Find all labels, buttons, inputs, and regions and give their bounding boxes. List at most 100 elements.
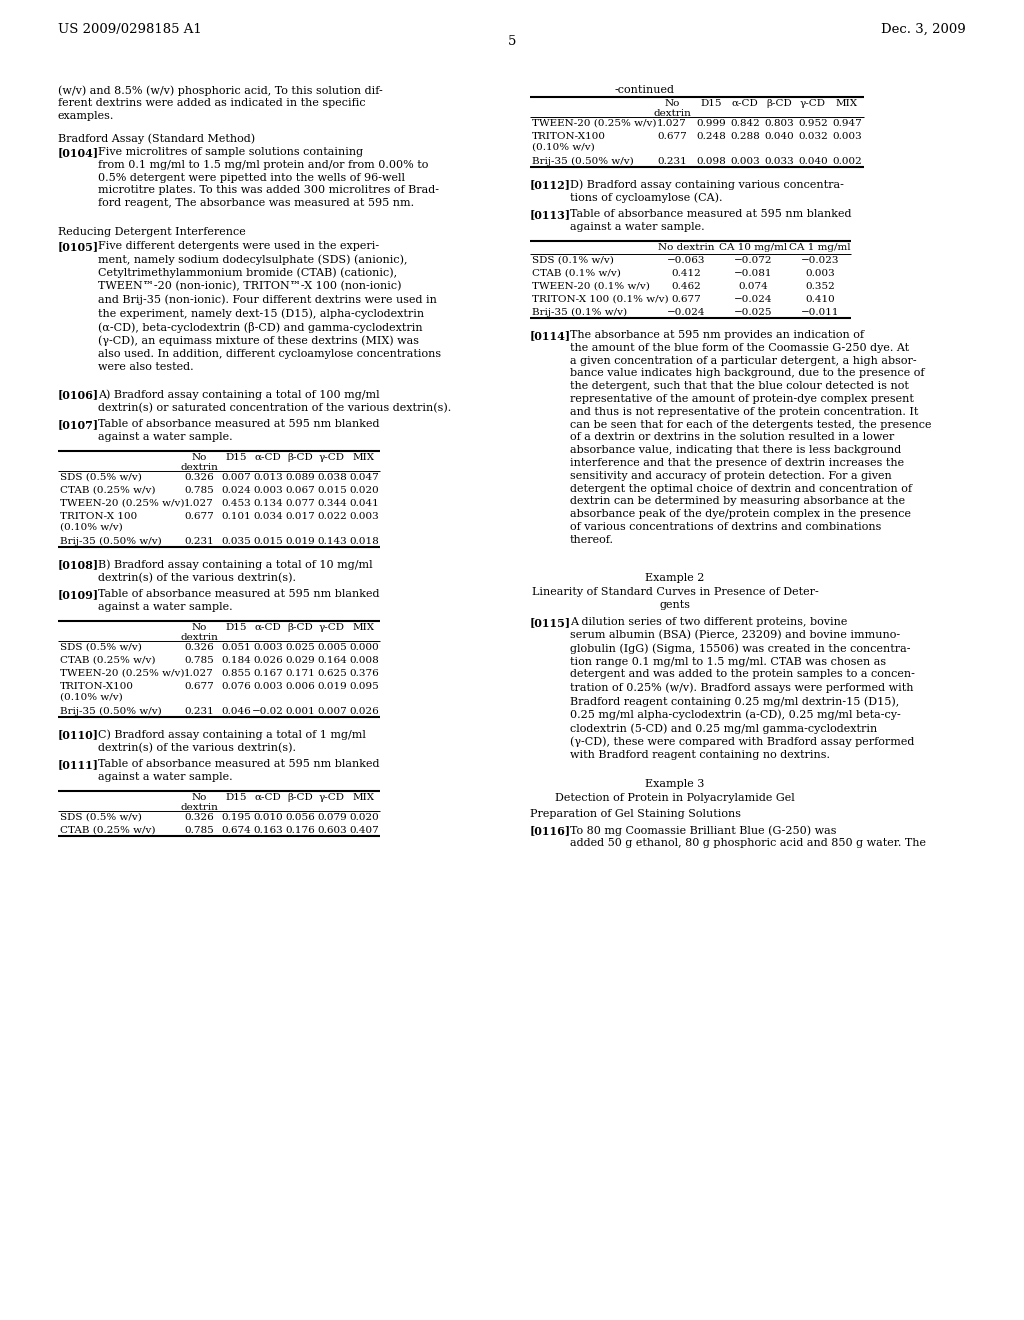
Text: 0.999: 0.999 [696, 119, 726, 128]
Text: α-CD: α-CD [255, 623, 282, 632]
Text: [0116]: [0116] [530, 825, 571, 836]
Text: 0.000: 0.000 [349, 643, 379, 652]
Text: 0.046: 0.046 [221, 708, 251, 715]
Text: 5: 5 [508, 36, 516, 48]
Text: [0113]: [0113] [530, 209, 571, 220]
Text: 0.006: 0.006 [285, 682, 314, 690]
Text: 0.326: 0.326 [184, 813, 214, 822]
Text: 0.625: 0.625 [317, 669, 347, 678]
Text: 0.855: 0.855 [221, 669, 251, 678]
Text: CA 1 mg/ml: CA 1 mg/ml [790, 243, 851, 252]
Text: Table of absorbance measured at 595 nm blanked
against a water sample.: Table of absorbance measured at 595 nm b… [98, 589, 380, 611]
Text: 0.231: 0.231 [657, 157, 687, 166]
Text: 0.785: 0.785 [184, 486, 214, 495]
Text: 0.134: 0.134 [253, 499, 283, 508]
Text: 0.003: 0.003 [349, 512, 379, 521]
Text: 0.076: 0.076 [221, 682, 251, 690]
Text: (w/v) and 8.5% (w/v) phosphoric acid, To this solution dif-
ferent dextrins were: (w/v) and 8.5% (w/v) phosphoric acid, To… [58, 84, 383, 121]
Text: [0105]: [0105] [58, 242, 99, 252]
Text: 0.003: 0.003 [253, 643, 283, 652]
Text: Dec. 3, 2009: Dec. 3, 2009 [882, 22, 966, 36]
Text: 0.002: 0.002 [833, 157, 862, 166]
Text: B) Bradford assay containing a total of 10 mg/ml
dextrin(s) of the various dextr: B) Bradford assay containing a total of … [98, 558, 373, 583]
Text: 0.067: 0.067 [285, 486, 314, 495]
Text: Preparation of Gel Staining Solutions: Preparation of Gel Staining Solutions [530, 809, 741, 818]
Text: MIX: MIX [353, 623, 375, 632]
Text: 0.677: 0.677 [657, 132, 687, 141]
Text: 0.288: 0.288 [730, 132, 760, 141]
Text: 0.019: 0.019 [285, 537, 314, 546]
Text: Reducing Detergent Interference: Reducing Detergent Interference [58, 227, 246, 238]
Text: Table of absorbance measured at 595 nm blanked
against a water sample.: Table of absorbance measured at 595 nm b… [570, 209, 852, 232]
Text: 0.015: 0.015 [253, 537, 283, 546]
Text: 0.462: 0.462 [671, 282, 700, 290]
Text: CA 10 mg/ml: CA 10 mg/ml [719, 243, 787, 252]
Text: No
dextrin: No dextrin [180, 623, 218, 643]
Text: TRITON-X 100 (0.1% w/v): TRITON-X 100 (0.1% w/v) [532, 294, 669, 304]
Text: 0.785: 0.785 [184, 656, 214, 665]
Text: [0106]: [0106] [58, 389, 99, 400]
Text: [0110]: [0110] [58, 729, 99, 741]
Text: Example 2: Example 2 [645, 573, 705, 583]
Text: 0.231: 0.231 [184, 708, 214, 715]
Text: To 80 mg Coomassie Brilliant Blue (G-250) was
added 50 g ethanol, 80 g phosphori: To 80 mg Coomassie Brilliant Blue (G-250… [570, 825, 926, 849]
Text: 0.033: 0.033 [764, 157, 794, 166]
Text: 0.952: 0.952 [798, 119, 827, 128]
Text: Brij-35 (0.50% w/v): Brij-35 (0.50% w/v) [60, 537, 162, 546]
Text: The absorbance at 595 nm provides an indication of
the amount of the blue form o: The absorbance at 595 nm provides an ind… [570, 330, 932, 545]
Text: TRITON-X100
(0.10% w/v): TRITON-X100 (0.10% w/v) [60, 682, 134, 701]
Text: MIX: MIX [836, 99, 858, 108]
Text: D15: D15 [225, 793, 247, 803]
Text: γ-CD: γ-CD [319, 623, 345, 632]
Text: 0.022: 0.022 [317, 512, 347, 521]
Text: 0.603: 0.603 [317, 826, 347, 836]
Text: CTAB (0.1% w/v): CTAB (0.1% w/v) [532, 269, 621, 279]
Text: -continued: -continued [615, 84, 675, 95]
Text: Linearity of Standard Curves in Presence of Deter-
gents: Linearity of Standard Curves in Presence… [531, 587, 818, 610]
Text: 0.026: 0.026 [349, 708, 379, 715]
Text: 0.008: 0.008 [349, 656, 379, 665]
Text: 0.785: 0.785 [184, 826, 214, 836]
Text: TRITON-X 100
(0.10% w/v): TRITON-X 100 (0.10% w/v) [60, 512, 137, 532]
Text: D15: D15 [700, 99, 722, 108]
Text: 0.034: 0.034 [253, 512, 283, 521]
Text: D) Bradford assay containing various concentra-
tions of cycloamylose (CA).: D) Bradford assay containing various con… [570, 180, 844, 203]
Text: 0.171: 0.171 [285, 669, 314, 678]
Text: SDS (0.5% w/v): SDS (0.5% w/v) [60, 473, 142, 482]
Text: 0.803: 0.803 [764, 119, 794, 128]
Text: 0.019: 0.019 [317, 682, 347, 690]
Text: No
dextrin: No dextrin [653, 99, 691, 119]
Text: SDS (0.5% w/v): SDS (0.5% w/v) [60, 813, 142, 822]
Text: 0.074: 0.074 [738, 282, 768, 290]
Text: Five microlitres of sample solutions containing
from 0.1 mg/ml to 1.5 mg/ml prot: Five microlitres of sample solutions con… [98, 147, 439, 209]
Text: [0109]: [0109] [58, 589, 99, 601]
Text: 0.003: 0.003 [730, 157, 760, 166]
Text: 0.007: 0.007 [221, 473, 251, 482]
Text: 0.326: 0.326 [184, 643, 214, 652]
Text: 0.842: 0.842 [730, 119, 760, 128]
Text: Brij-35 (0.50% w/v): Brij-35 (0.50% w/v) [60, 708, 162, 717]
Text: 0.352: 0.352 [805, 282, 835, 290]
Text: α-CD: α-CD [255, 453, 282, 462]
Text: No
dextrin: No dextrin [180, 793, 218, 812]
Text: 0.020: 0.020 [349, 486, 379, 495]
Text: 0.015: 0.015 [317, 486, 347, 495]
Text: Brij-35 (0.50% w/v): Brij-35 (0.50% w/v) [532, 157, 634, 166]
Text: A dilution series of two different proteins, bovine
serum albumin (BSA) (Pierce,: A dilution series of two different prote… [570, 616, 914, 760]
Text: 0.013: 0.013 [253, 473, 283, 482]
Text: γ-CD: γ-CD [319, 453, 345, 462]
Text: 0.025: 0.025 [285, 643, 314, 652]
Text: 0.143: 0.143 [317, 537, 347, 546]
Text: 0.010: 0.010 [253, 813, 283, 822]
Text: 0.674: 0.674 [221, 826, 251, 836]
Text: Detection of Protein in Polyacrylamide Gel: Detection of Protein in Polyacrylamide G… [555, 793, 795, 803]
Text: No dextrin: No dextrin [657, 243, 715, 252]
Text: 0.005: 0.005 [317, 643, 347, 652]
Text: MIX: MIX [353, 793, 375, 803]
Text: β-CD: β-CD [287, 793, 313, 803]
Text: Bradford Assay (Standard Method): Bradford Assay (Standard Method) [58, 133, 255, 144]
Text: 0.003: 0.003 [253, 682, 283, 690]
Text: 0.176: 0.176 [285, 826, 314, 836]
Text: 1.027: 1.027 [657, 119, 687, 128]
Text: Example 3: Example 3 [645, 779, 705, 789]
